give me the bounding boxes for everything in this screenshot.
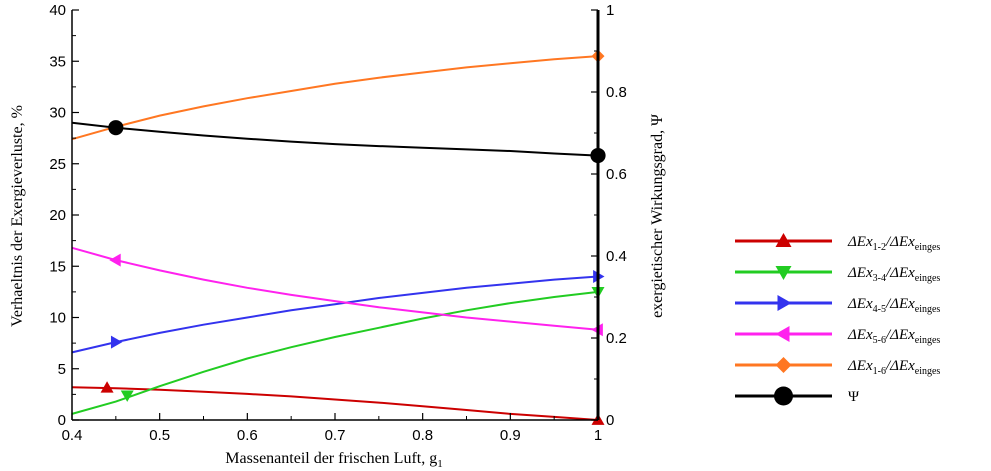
series-1-marker-1 xyxy=(100,381,114,393)
legend-label-4: ΔEx5-6/ΔExeinges xyxy=(847,327,940,346)
x-tick-label: 0.4 xyxy=(62,427,83,444)
legend-label-3: ΔEx4-5/ΔExeinges xyxy=(847,296,940,315)
series-6-marker-1 xyxy=(108,120,124,136)
series-line-4 xyxy=(71,246,599,331)
y-tick-label: 0 xyxy=(58,412,66,429)
y2-tick-label: 1 xyxy=(606,2,614,19)
x-axis-title-sub: 1 xyxy=(437,458,443,470)
y-tick-label: 10 xyxy=(49,310,66,327)
y-tick-label: 5 xyxy=(58,361,66,378)
y-tick-label: 40 xyxy=(49,2,66,19)
legend-marker-2 xyxy=(775,266,792,280)
series-line-5 xyxy=(71,55,599,141)
plot-area xyxy=(71,49,606,425)
series-4-marker-1 xyxy=(109,253,121,267)
y2-axis-title: exergietischer Wirkungsgrad, Ψ xyxy=(649,114,666,318)
legend-marker-6 xyxy=(774,386,793,406)
x-tick-label: 0.7 xyxy=(325,427,346,444)
legend-marker-3 xyxy=(777,295,792,311)
x-axis-title: Massenanteil der frischen Luft, g1 xyxy=(225,450,442,470)
axes: 0 5 10 15 20 25 30 35 40 0 0.2 0.4 0.6 0.8 1 0.4 0.5 0.6 0… xyxy=(49,2,627,444)
legend: ΔEx1-2/ΔExeinges ΔEx3-4/ΔExeinges ΔEx4-5/Δ… xyxy=(735,233,940,406)
y-tick-label: 15 xyxy=(49,258,66,275)
y2-tick-label: 0.6 xyxy=(606,166,627,183)
legend-marker-5 xyxy=(775,357,792,373)
legend-marker-1 xyxy=(775,233,792,247)
y-tick-label: 35 xyxy=(49,53,66,70)
y-axis-title: Verhaeltnis der Exergieverluste, % xyxy=(9,105,26,327)
series-2-marker-1 xyxy=(120,390,134,402)
x-tick-label: 0.5 xyxy=(149,427,170,444)
legend-label-6: Ψ xyxy=(848,389,860,405)
series-line-3 xyxy=(71,275,599,354)
x-tick-label: 1 xyxy=(594,427,602,444)
y2-tick-label: 0.8 xyxy=(606,84,627,101)
legend-label-2: ΔEx3-4/ΔExeinges xyxy=(847,265,940,284)
y-tick-label: 25 xyxy=(49,156,66,173)
legend-marker-4 xyxy=(775,326,790,342)
legend-label-5: ΔEx1-6/ΔExeinges xyxy=(847,358,940,377)
y2-tick-label: 0.4 xyxy=(606,248,627,265)
y2-tick-label: 0 xyxy=(606,412,614,429)
y2-tick-label: 0.2 xyxy=(606,330,627,347)
legend-label-1: ΔEx1-2/ΔExeinges xyxy=(847,234,940,253)
x-tick-label: 0.9 xyxy=(500,427,521,444)
x-tick-label: 0.8 xyxy=(412,427,433,444)
series-line-2 xyxy=(71,290,599,415)
x-tick-label: 0.6 xyxy=(237,427,258,444)
x-axis-title-main: Massenanteil der frischen Luft, g xyxy=(225,450,437,467)
series-3-marker-1 xyxy=(110,335,123,349)
series-line-6 xyxy=(71,121,599,157)
y-tick-label: 20 xyxy=(49,207,66,224)
y-tick-label: 30 xyxy=(49,105,66,122)
